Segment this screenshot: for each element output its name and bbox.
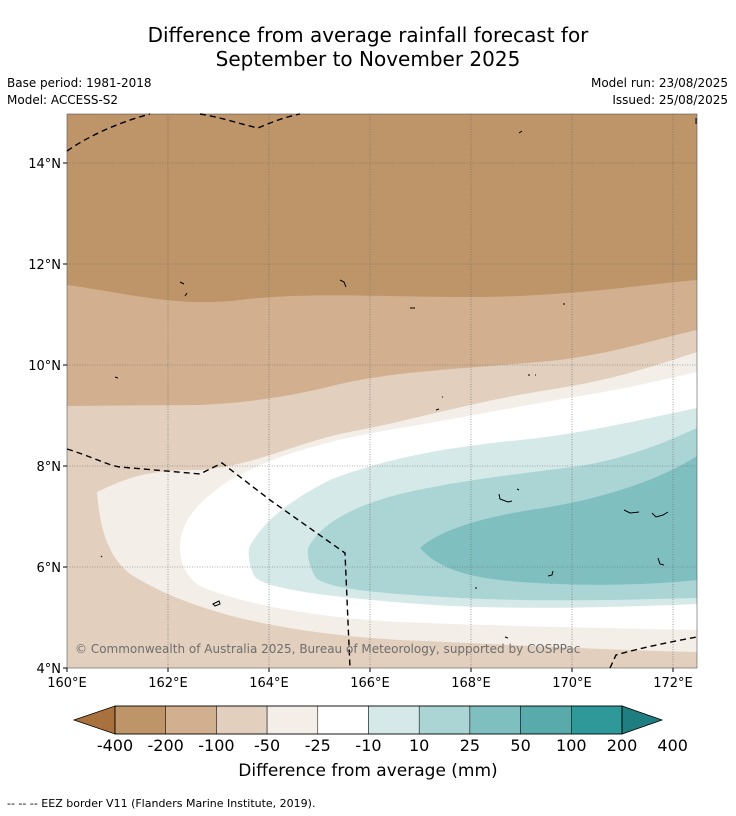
colorbar-tick-label: 50 xyxy=(510,736,531,755)
y-tick-label-14: 14°N xyxy=(28,157,61,172)
colorbar-tick-label: 10 xyxy=(409,736,430,755)
colorbar-box xyxy=(266,705,319,735)
band-plus-50 xyxy=(420,456,697,585)
colorbar-arrow-high xyxy=(621,705,664,735)
island-17 xyxy=(100,555,103,558)
colorbar-box xyxy=(418,705,471,735)
y-tick-label-12: 12°N xyxy=(28,258,61,273)
eez-southeast xyxy=(609,636,698,669)
map-frame xyxy=(66,113,698,669)
y-axis: 14°N 12°N 10°N 8°N 6°N 4°N xyxy=(28,157,67,677)
eez-footnote: -- -- -- EEZ border V11 (Flanders Marine… xyxy=(7,797,316,810)
colorbar-tick-label: 25 xyxy=(459,736,481,755)
eez-north-2 xyxy=(199,113,301,129)
colorbar-box xyxy=(165,705,217,735)
x-tick-label-166: 166°E xyxy=(350,676,390,691)
colorbar-outline xyxy=(114,705,623,735)
copyright-notice: © Commonwealth of Australia 2025, Bureau… xyxy=(75,642,580,656)
island-8 xyxy=(435,396,443,411)
island-15 xyxy=(212,600,221,607)
colorbar-arrow-low xyxy=(72,705,116,735)
island-11 xyxy=(623,509,669,518)
contour-fill xyxy=(67,114,697,668)
y-tick-label-8: 8°N xyxy=(37,460,62,475)
colorbar-box xyxy=(216,705,268,735)
issued-date: Issued: 25/08/2025 xyxy=(612,93,728,107)
x-tick-label-160: 160°E xyxy=(47,676,87,691)
colorbar xyxy=(72,705,664,735)
island-12 xyxy=(657,557,665,566)
base-period: Base period: 1981-2018 xyxy=(7,76,152,90)
colorbar-tick-label: -50 xyxy=(254,736,281,755)
x-tick-label-170: 170°E xyxy=(552,676,592,691)
x-tick-label-168: 168°E xyxy=(451,676,491,691)
island-7 xyxy=(114,376,119,379)
y-tick-label-10: 10°N xyxy=(28,359,61,374)
island-3 xyxy=(179,281,188,297)
colorbar-tick-label: 100 xyxy=(556,736,587,755)
eez-west xyxy=(66,448,351,669)
model-run: Model run: 23/08/2025 xyxy=(590,76,728,90)
colorbar-tick-label: -200 xyxy=(147,736,184,755)
x-tick-label-172: 172°E xyxy=(653,676,693,691)
island-13 xyxy=(547,570,554,577)
island-4 xyxy=(339,279,347,288)
y-tick-label-4: 4°N xyxy=(37,662,62,677)
colorbar-tick-label: -10 xyxy=(355,736,382,755)
x-tick-label-162: 162°E xyxy=(148,676,188,691)
island-1 xyxy=(518,130,523,134)
colorbar-box xyxy=(571,705,623,735)
colorbar-box xyxy=(469,705,521,735)
colorbar-tick-label: 200 xyxy=(606,736,638,755)
colorbar-box xyxy=(520,705,572,735)
colorbar-tick-label: -400 xyxy=(96,736,134,755)
colorbar-tick-label: -100 xyxy=(198,736,235,755)
model-name: Model: ACCESS-S2 xyxy=(7,93,119,107)
eez-north xyxy=(66,113,151,152)
chart-title-line2: September to November 2025 xyxy=(215,47,521,71)
colorbar-box xyxy=(114,705,166,735)
gridlines xyxy=(67,114,697,668)
colorbar-box xyxy=(317,705,369,735)
colorbar-tick-label: -25 xyxy=(304,736,331,755)
x-tick-label-164: 164°E xyxy=(249,676,289,691)
island-10 xyxy=(498,488,520,503)
eez-borders xyxy=(66,113,698,669)
colorbar-title: Difference from average (mm) xyxy=(238,761,498,781)
x-axis: 160°E 162°E 164°E 166°E 168°E 170°E 172°… xyxy=(47,668,693,691)
chart-title-line1: Difference from average rainfall forecas… xyxy=(147,23,589,47)
colorbar-box xyxy=(368,705,420,735)
y-tick-label-6: 6°N xyxy=(37,561,62,576)
islands xyxy=(100,118,697,639)
colorbar-tick-label: 400 xyxy=(657,736,688,755)
island-16 xyxy=(504,636,509,639)
